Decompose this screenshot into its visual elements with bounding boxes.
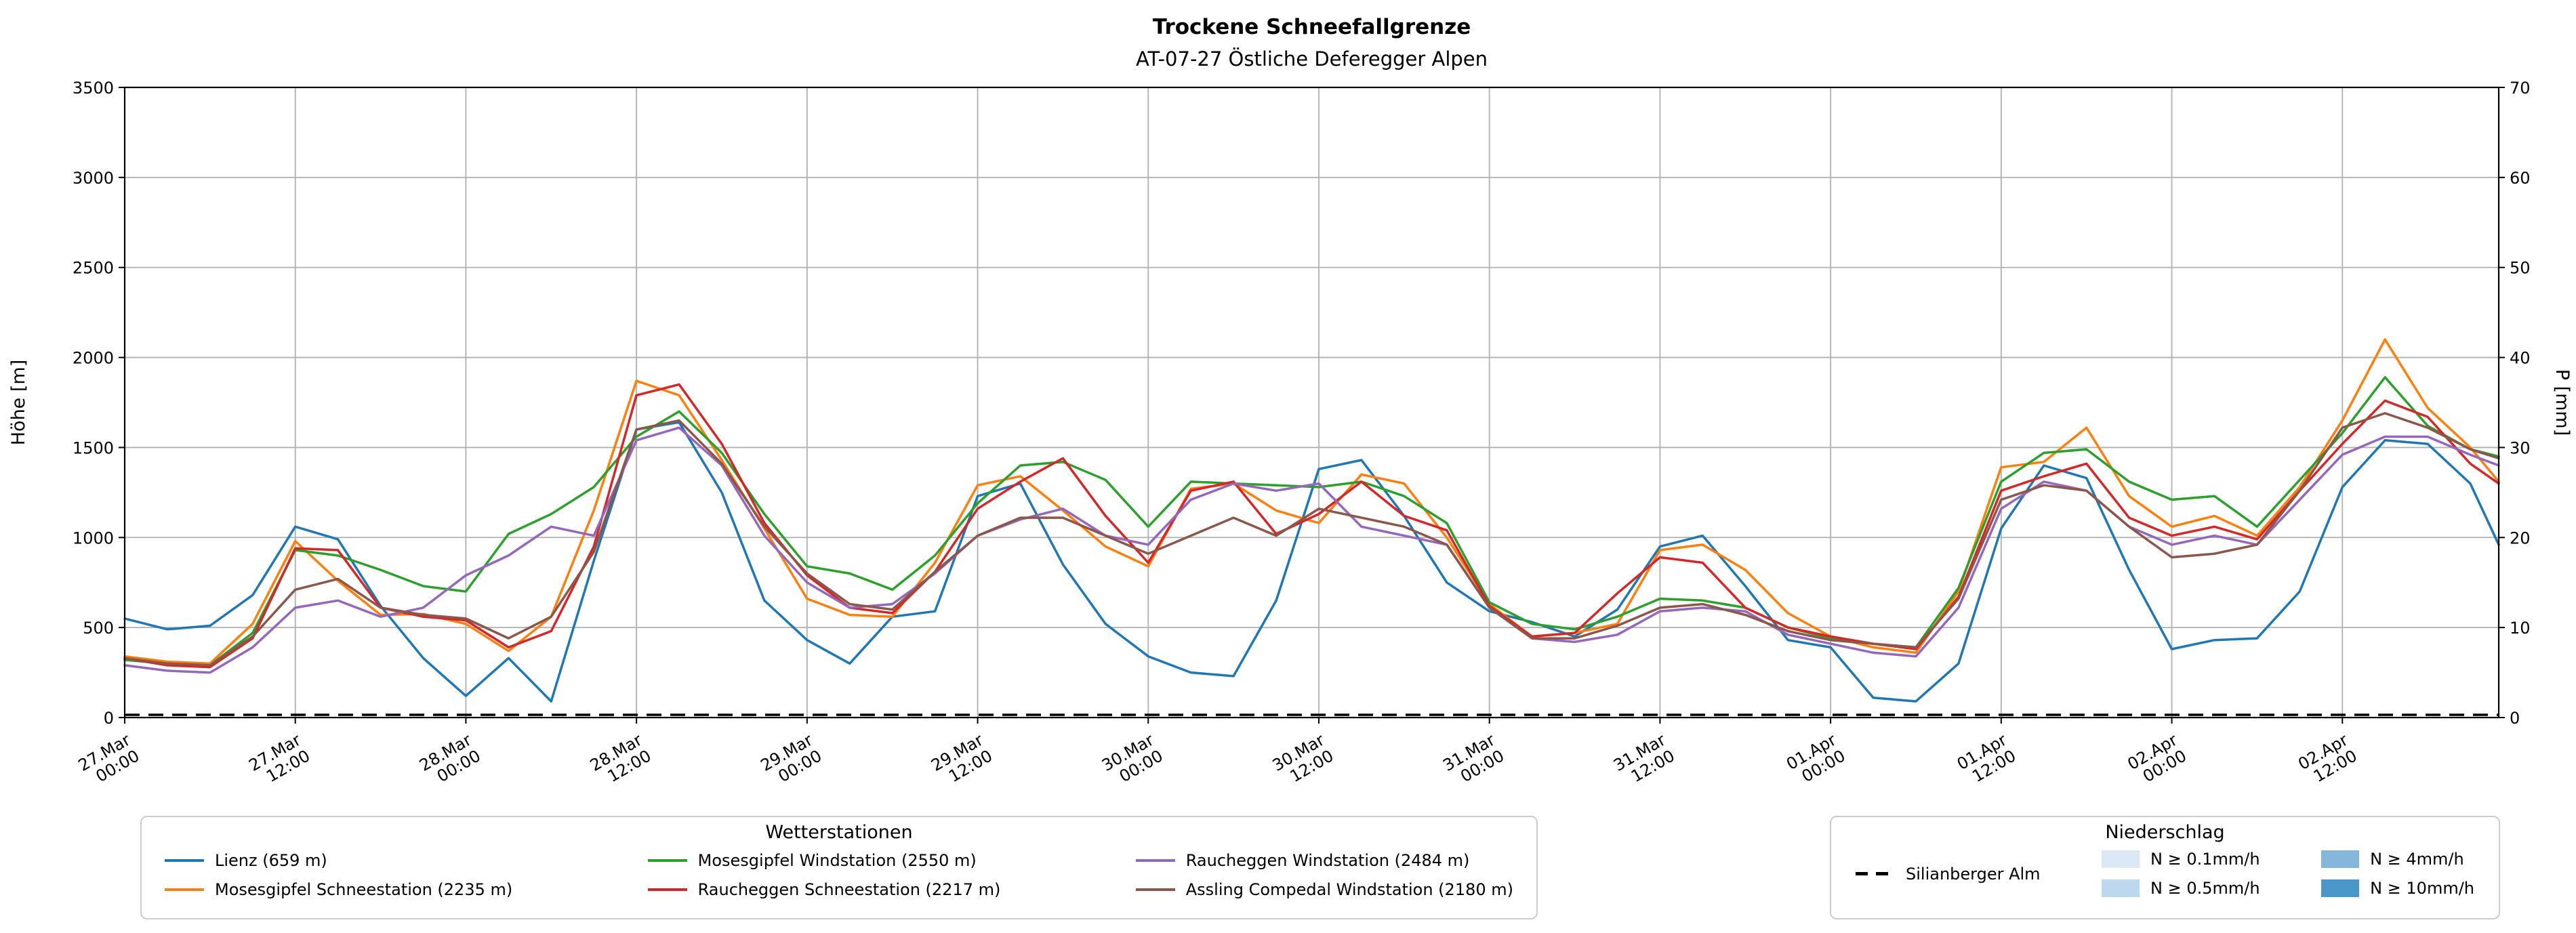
y-tick-label-right: 50 [2510, 259, 2531, 278]
x-tick-label: 31.Mar12:00 [1610, 730, 1678, 791]
x-tick-label: 02.Apr00:00 [2125, 730, 2190, 790]
legend-item-mosesgipfel-windstation-2550-m: Mosesgipfel Windstation (2550 m) [647, 851, 1001, 870]
legend-title-wetterstationen: Wetterstationen [765, 822, 913, 843]
y-tick-label-right: 30 [2510, 438, 2531, 457]
precip-band-column-1: N ≥ 0.1mm/h N ≥ 0.5mm/h [2102, 850, 2260, 898]
legend-label: N ≥ 10mm/h [2370, 879, 2474, 898]
y-tick-label-right: 60 [2510, 169, 2531, 188]
precip-legend-content: Silianberger Alm N ≥ 0.1mm/h N ≥ 0.5mm/h … [1831, 843, 2499, 898]
x-tick-label: 02.Apr12:00 [2295, 730, 2360, 790]
y-tick-label-left: 3000 [73, 169, 114, 188]
legend-label: Mosesgipfel Windstation (2550 m) [697, 851, 977, 870]
x-tick-label: 31.Mar00:00 [1439, 730, 1507, 791]
y-tick-label-left: 3500 [73, 79, 114, 98]
legend-niederschlag: Niederschlag Silianberger Alm N ≥ 0.1mm/… [1830, 816, 2500, 919]
legend-label: Lienz (659 m) [215, 851, 327, 870]
legend-item-n-0-5mm-h: N ≥ 0.5mm/h [2102, 879, 2260, 898]
x-tick-label: 30.Mar00:00 [1099, 730, 1166, 791]
legend-title-niederschlag: Niederschlag [2105, 822, 2225, 843]
series-line-assling-compedal-windstation-2180-m [123, 412, 2500, 667]
x-tick-label: 01.Apr00:00 [1783, 730, 1849, 790]
x-tick-label: 29.Mar12:00 [928, 730, 996, 791]
line-swatch [647, 888, 687, 891]
legend-label: N ≥ 0.1mm/h [2150, 850, 2260, 869]
band-swatch [2102, 879, 2140, 897]
series-line-mosesgipfel-windstation-2550-m [123, 376, 2500, 667]
legend-item-assling-compedal-windstation-2180-m: Assling Compedal Windstation (2180 m) [1135, 880, 1513, 899]
y-tick-label-left: 1000 [73, 528, 114, 547]
legend-item-n-0-1mm-h: N ≥ 0.1mm/h [2102, 850, 2260, 869]
y-tick-label-right: 40 [2510, 349, 2531, 368]
legend-label: Raucheggen Windstation (2484 m) [1185, 851, 1470, 870]
legend-item-lienz-659-m: Lienz (659 m) [165, 851, 512, 870]
y-tick-label-left: 500 [83, 619, 114, 638]
series-line-raucheggen-schneestation-2217-m [123, 383, 2500, 669]
legend-label: N ≥ 0.5mm/h [2150, 879, 2260, 898]
x-tick-label: 29.Mar00:00 [758, 730, 825, 791]
y-tick-label-right: 10 [2510, 619, 2531, 638]
y-axis-label-right: P [mm] [2552, 369, 2573, 436]
legend-label: Assling Compedal Windstation (2180 m) [1185, 880, 1513, 899]
legend-items-grid: Lienz (659 m) Mosesgipfel Schneestation (… [142, 843, 1536, 899]
y-tick-label-left: 0 [104, 709, 114, 728]
line-swatch [165, 859, 204, 862]
legend-item-n-4mm-h: N ≥ 4mm/h [2321, 850, 2474, 869]
x-tick-label: 28.Mar00:00 [416, 730, 484, 791]
legend-item-n-10mm-h: N ≥ 10mm/h [2321, 879, 2474, 898]
chart-title: Trockene Schneefallgrenze [1152, 15, 1471, 39]
legend-label: Silianberger Alm [1906, 864, 2041, 884]
y-tick-label-left: 2000 [73, 349, 114, 368]
x-tick-label: 01.Apr12:00 [1954, 730, 2020, 790]
line-swatch [165, 888, 204, 891]
band-swatch [2321, 850, 2360, 868]
band-swatch [2321, 879, 2360, 897]
band-swatch [2102, 850, 2140, 868]
series-line-mosesgipfel-schneestation-2235-m [123, 338, 2500, 665]
precip-band-column-2: N ≥ 4mm/h N ≥ 10mm/h [2321, 850, 2474, 898]
chart-subtitle: AT-07-27 Östliche Deferegger Alpen [1135, 47, 1488, 70]
line-swatch [647, 859, 687, 862]
legend-item-raucheggen-schneestation-2217-m: Raucheggen Schneestation (2217 m) [647, 880, 1001, 899]
y-tick-label-right: 0 [2510, 709, 2520, 728]
y-tick-label-right: 70 [2510, 79, 2531, 98]
x-tick-label: 30.Mar12:00 [1269, 730, 1337, 791]
legend-label: Raucheggen Schneestation (2217 m) [697, 880, 1001, 899]
line-swatch [1135, 859, 1175, 862]
y-axis-label-left: Höhe [m] [8, 360, 29, 446]
x-tick-label: 27.Mar00:00 [75, 730, 143, 791]
legend-wetterstationen: Wetterstationen Lienz (659 m) Mosesgipfel… [140, 816, 1538, 919]
dashed-line-swatch [1856, 872, 1895, 875]
line-swatch [1135, 888, 1175, 891]
legend-item-mosesgipfel-schneestation-2235-m: Mosesgipfel Schneestation (2235 m) [165, 880, 512, 899]
series-line-lienz-659-m [123, 421, 2500, 703]
legend-item-silianberger-alm: Silianberger Alm [1856, 865, 2041, 884]
legend-item-raucheggen-windstation-2484-m: Raucheggen Windstation (2484 m) [1135, 851, 1513, 870]
plot-border [123, 86, 2500, 719]
x-tick-label: 27.Mar12:00 [245, 730, 313, 791]
y-tick-label-left: 2500 [73, 259, 114, 278]
y-tick-label-left: 1500 [73, 438, 114, 457]
y-tick-label-right: 20 [2510, 528, 2531, 547]
x-tick-label: 28.Mar12:00 [587, 730, 655, 791]
series-line-raucheggen-windstation-2484-m [123, 426, 2500, 674]
legend-label: Mosesgipfel Schneestation (2235 m) [215, 880, 513, 899]
legend-label: N ≥ 4mm/h [2370, 850, 2464, 869]
